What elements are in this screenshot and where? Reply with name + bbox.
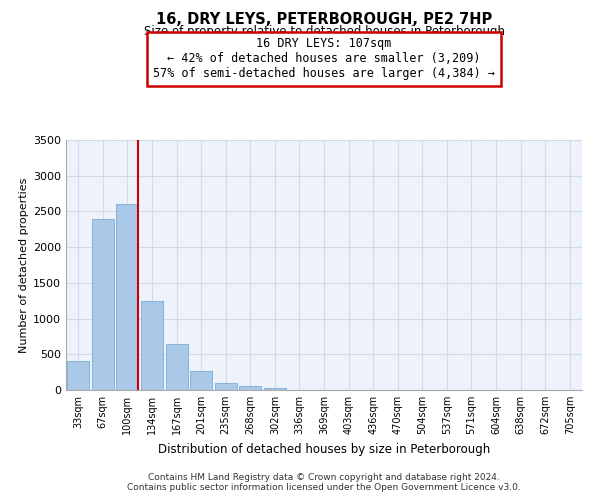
Bar — [67, 362, 89, 390]
Y-axis label: Number of detached properties: Number of detached properties — [19, 178, 29, 352]
Bar — [215, 383, 237, 390]
Bar — [166, 344, 188, 390]
Text: Contains public sector information licensed under the Open Government Licence v3: Contains public sector information licen… — [127, 484, 521, 492]
Bar — [190, 372, 212, 390]
Bar — [116, 204, 139, 390]
Text: 16 DRY LEYS: 107sqm
← 42% of detached houses are smaller (3,209)
57% of semi-det: 16 DRY LEYS: 107sqm ← 42% of detached ho… — [153, 38, 495, 80]
Bar — [239, 386, 262, 390]
X-axis label: Distribution of detached houses by size in Peterborough: Distribution of detached houses by size … — [158, 442, 490, 456]
Text: Contains HM Land Registry data © Crown copyright and database right 2024.: Contains HM Land Registry data © Crown c… — [148, 474, 500, 482]
Bar — [92, 218, 114, 390]
Text: Size of property relative to detached houses in Peterborough: Size of property relative to detached ho… — [143, 25, 505, 38]
Text: 16, DRY LEYS, PETERBOROUGH, PE2 7HP: 16, DRY LEYS, PETERBOROUGH, PE2 7HP — [156, 12, 492, 28]
Bar — [141, 300, 163, 390]
Bar — [264, 388, 286, 390]
